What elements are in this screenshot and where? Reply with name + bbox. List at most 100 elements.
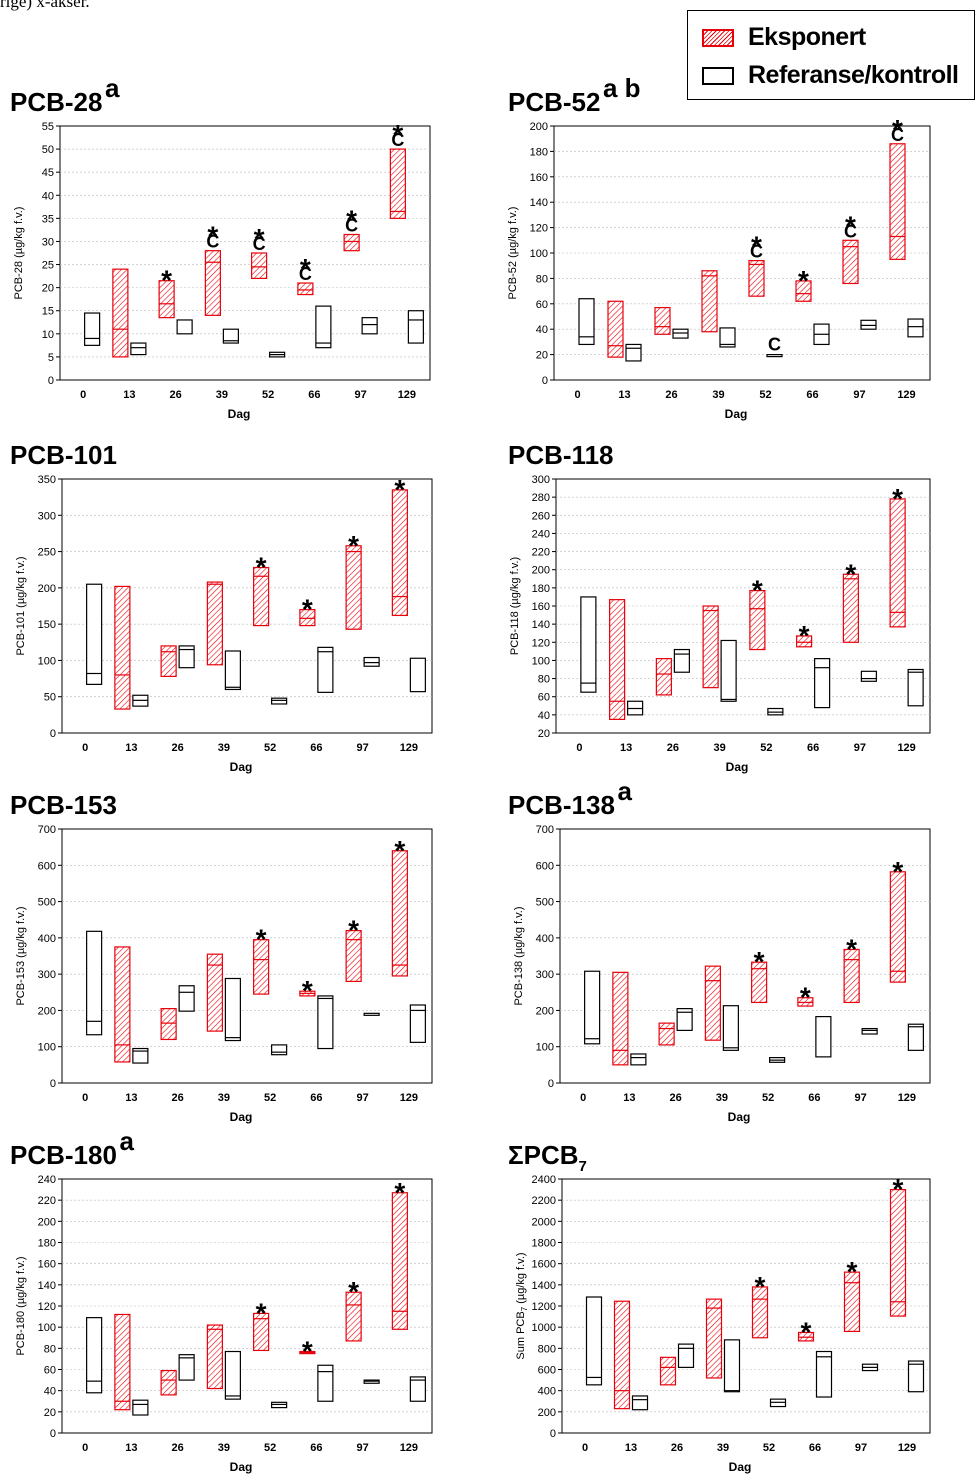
box-reference <box>677 1343 695 1368</box>
y-tick-label: 2200 <box>532 1195 556 1207</box>
x-tick-label: 13 <box>625 1442 637 1454</box>
y-tick-label: 140 <box>532 619 550 631</box>
chart-title: PCB-28 <box>10 87 102 117</box>
box-reference <box>676 1008 693 1031</box>
box-reference <box>132 1399 149 1416</box>
y-tick-label: 100 <box>532 655 550 667</box>
chart-title: PCB-52 <box>508 87 600 117</box>
annotation-star: * <box>798 265 809 296</box>
x-tick-label: 129 <box>400 742 418 754</box>
annotation-star: * <box>256 1297 267 1328</box>
y-axis-label: PCB-101 (µg/kg f.v.) <box>15 556 27 655</box>
annotation-star: * <box>302 975 313 1006</box>
x-tick-label: 39 <box>717 1442 729 1454</box>
box-exposed <box>391 1192 408 1330</box>
chart-sum-pcb7: ΣPCB702004006008001000120014001600180020… <box>508 1140 931 1474</box>
x-axis-label: Dag <box>230 1460 253 1474</box>
box-exposed <box>160 645 177 677</box>
y-tick-label: 200 <box>536 1005 554 1017</box>
y-axis-label-text: PCB-28 (µg/kg f.v.) <box>13 207 25 300</box>
y-tick-label: 45 <box>42 167 54 179</box>
y-tick-label: 80 <box>44 1343 56 1355</box>
chart-title: PCB-180 <box>10 1140 117 1170</box>
y-tick-label: 240 <box>38 1174 56 1186</box>
x-tick-label: 26 <box>172 742 184 754</box>
chart-title-text: PCB-118 <box>508 440 614 470</box>
y-tick-label: 400 <box>538 1386 556 1398</box>
y-tick-label: 0 <box>548 1078 554 1090</box>
x-tick-label: 26 <box>172 1092 184 1104</box>
box-exposed <box>253 1312 270 1352</box>
box-exposed <box>160 1008 177 1041</box>
y-tick-label: 50 <box>42 144 54 156</box>
box-exposed <box>705 1298 723 1379</box>
y-tick-label: 350 <box>38 474 56 486</box>
y-tick-label: 300 <box>532 474 550 486</box>
x-tick-label: 13 <box>125 742 137 754</box>
annotation-star: * <box>392 119 403 150</box>
y-tick-label: 600 <box>536 860 554 872</box>
box-reference <box>407 310 424 344</box>
legend-swatch-reference <box>702 66 734 85</box>
y-tick-label: 0 <box>542 375 548 387</box>
legend-label-reference: Referanse/kontroll <box>748 61 959 89</box>
annotation-star: * <box>754 946 765 977</box>
box-reference <box>409 657 426 693</box>
box-reference <box>176 319 193 335</box>
y-tick-label: 160 <box>530 172 548 184</box>
y-tick-label: 280 <box>532 492 550 504</box>
box-reference <box>673 648 690 673</box>
box-reference <box>317 646 334 693</box>
y-tick-label: 300 <box>38 510 56 522</box>
chart-pcb-101: PCB-101 0 50 100 150 200 250 300 350 0 13 26 39 52 66 9… <box>10 440 433 774</box>
box-exposed <box>612 971 629 1066</box>
y-axis-label: PCB-180 (µg/kg f.v.) <box>15 1256 27 1355</box>
annotation-star: * <box>302 594 313 625</box>
box-exposed <box>889 871 906 983</box>
box-exposed <box>704 965 721 1041</box>
y-tick-label: 120 <box>530 223 548 235</box>
annotation-star: * <box>752 575 763 606</box>
y-tick-label: 1600 <box>532 1259 556 1271</box>
chart-title-note: a <box>120 1126 135 1156</box>
y-axis-label-text: PCB-52 (µg/kg f.v.) <box>507 207 519 300</box>
y-tick-label: 50 <box>44 692 56 704</box>
x-tick-label: 66 <box>308 389 320 401</box>
box-reference <box>363 656 380 667</box>
y-tick-label: 140 <box>38 1280 56 1292</box>
box-reference <box>860 670 877 682</box>
y-tick-label: 0 <box>48 375 54 387</box>
box-reference <box>178 1354 195 1381</box>
box-exposed <box>842 239 859 285</box>
box-exposed <box>297 282 314 296</box>
y-tick-label: 800 <box>538 1343 556 1355</box>
annotation-star: * <box>207 221 218 252</box>
box-reference <box>86 930 103 1036</box>
y-tick-label: 1400 <box>532 1280 556 1292</box>
y-tick-label: 180 <box>530 146 548 158</box>
annotation-c: C <box>891 125 904 145</box>
chart-title-text: PCB-180 <box>10 1140 117 1170</box>
x-tick-label: 26 <box>671 1442 683 1454</box>
legend-label-exposed: Eksponert <box>748 23 866 51</box>
y-tick-label: 700 <box>536 824 554 836</box>
box-reference <box>409 1004 426 1043</box>
box-exposed <box>796 635 813 648</box>
x-tick-label: 129 <box>398 389 416 401</box>
x-tick-label: 52 <box>262 389 274 401</box>
box-reference <box>815 1350 833 1398</box>
box-exposed <box>114 1313 131 1411</box>
y-tick-label: 80 <box>536 273 548 285</box>
box-reference <box>672 328 689 339</box>
x-tick-label: 0 <box>576 742 582 754</box>
x-axis-label: Dag <box>726 760 749 774</box>
y-tick-label: 1000 <box>532 1322 556 1334</box>
y-tick-label: 1200 <box>532 1301 556 1313</box>
y-axis-label-text: PCB-180 (µg/kg f.v.) <box>15 1256 27 1355</box>
y-tick-label: 100 <box>38 1322 56 1334</box>
x-tick-label: 66 <box>806 389 818 401</box>
x-tick-label: 0 <box>574 389 580 401</box>
x-tick-label: 97 <box>357 1442 369 1454</box>
box-exposed <box>345 545 362 630</box>
y-tick-label: 120 <box>532 637 550 649</box>
